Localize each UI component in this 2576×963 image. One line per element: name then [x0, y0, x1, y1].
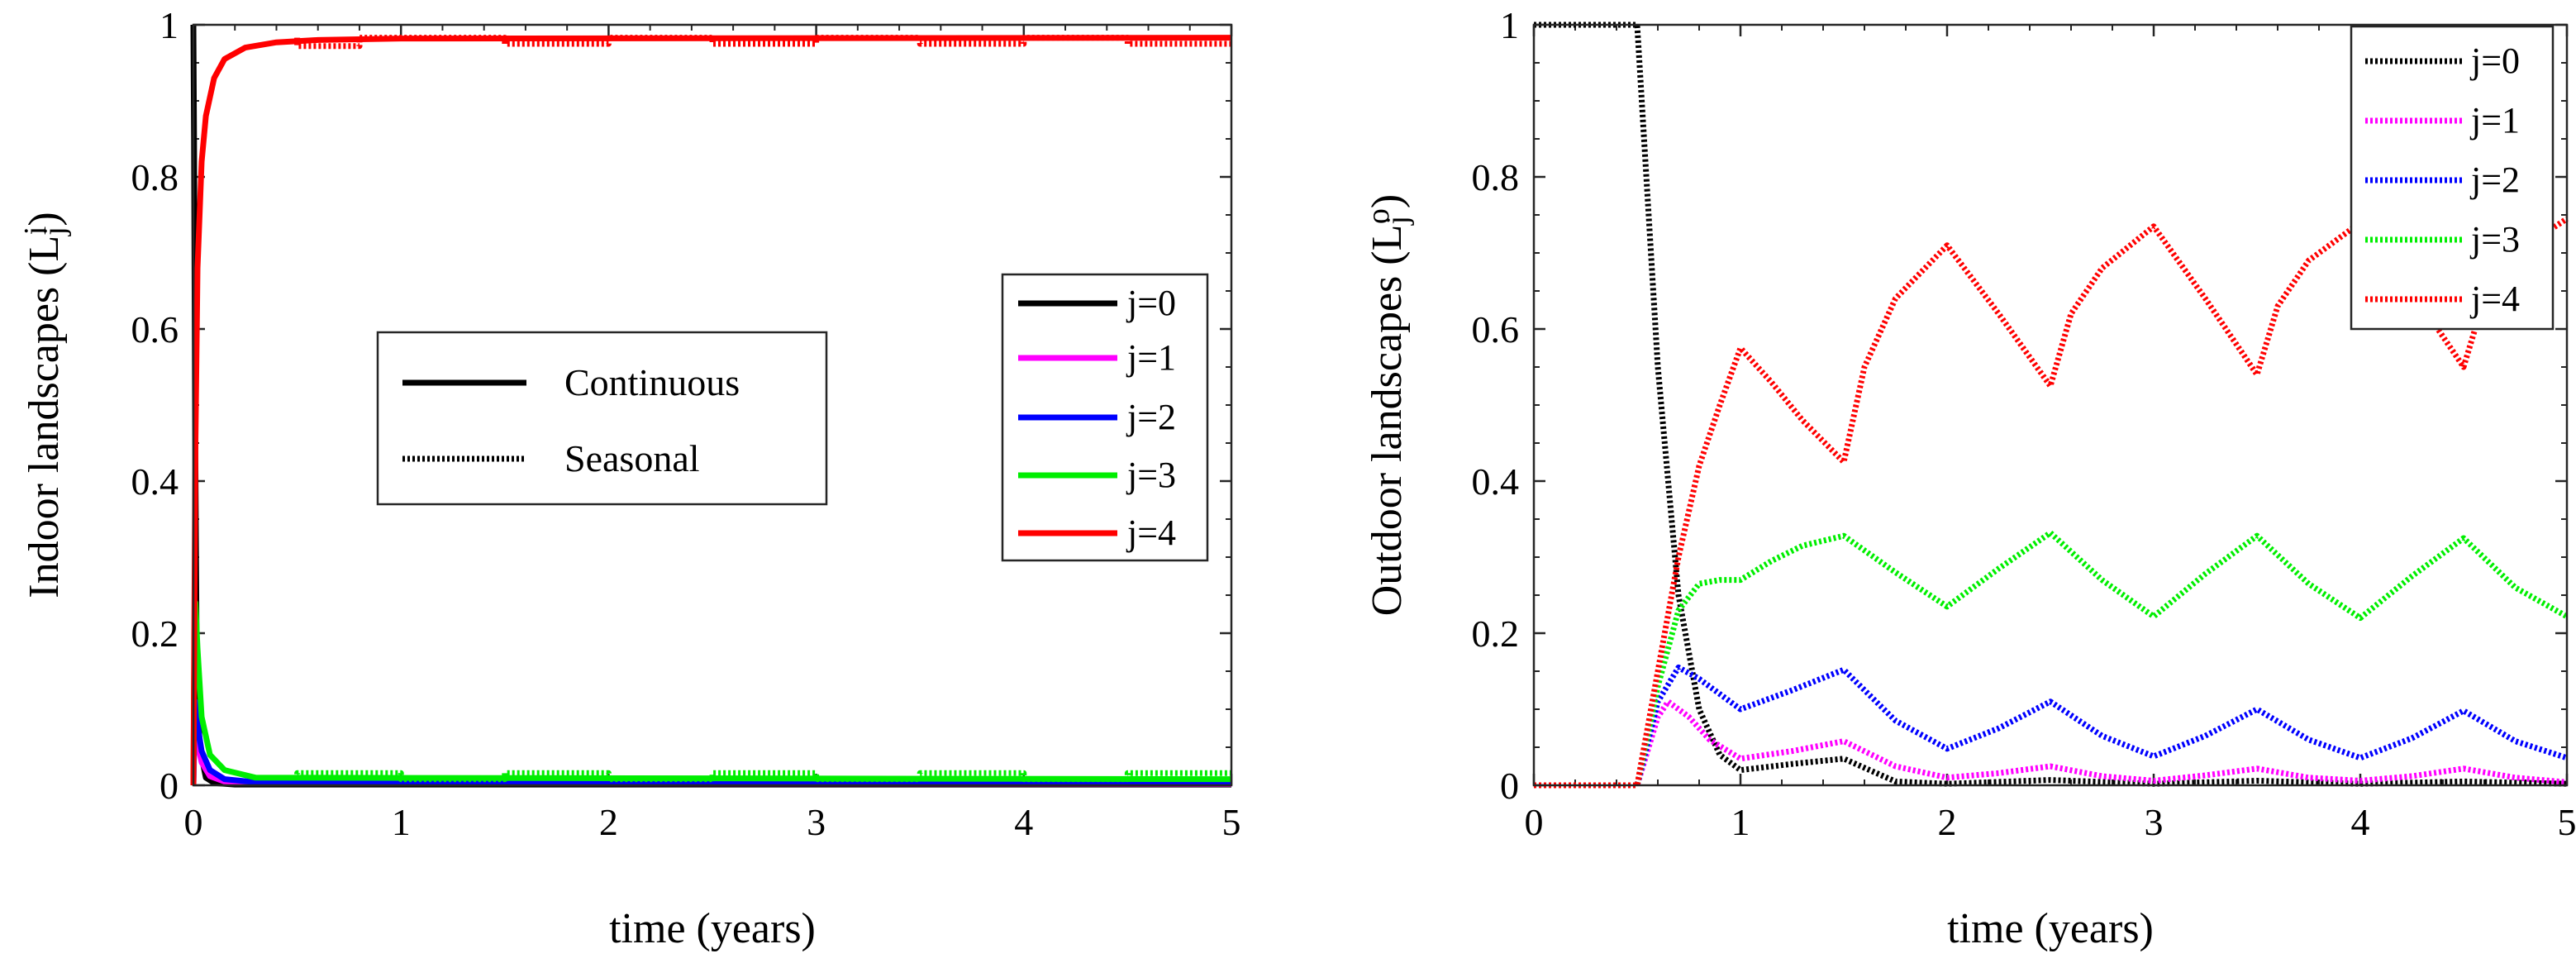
x-tick-label: 1	[1731, 801, 1750, 843]
x-tick-label: 2	[1938, 801, 1957, 843]
legend-line-style: Continuous Seasonal	[376, 331, 828, 506]
series-line-j3-dotted	[294, 770, 1231, 783]
series-line-j4-dotted	[294, 35, 1231, 50]
series-line-j2-dotted	[1534, 664, 2569, 789]
legend-label-j0: j=0	[2469, 41, 2520, 81]
y-axis-label-text: Outdoor landscapes (L	[1364, 225, 1411, 617]
legend-label-seasonal: Seasonal	[564, 437, 700, 479]
x-tick-label: 4	[1014, 801, 1033, 843]
series-line-j4-solid	[190, 35, 1232, 786]
x-tick-label: 3	[2145, 801, 2164, 843]
y-tick-label: 0	[160, 765, 179, 807]
y-axis-label-subscript: j	[37, 226, 72, 237]
y-tick-label: 0.8	[1472, 156, 1520, 198]
x-tick-label: 5	[1222, 801, 1241, 843]
legend-label-j1: j=1	[2469, 100, 2520, 141]
x-tick-label: 0	[1525, 801, 1544, 843]
y-tick-label: 0.8	[131, 156, 179, 198]
legend-label-j2: j=2	[1126, 397, 1176, 437]
plot-area	[1534, 21, 2569, 789]
legend-label-j3: j=3	[1126, 455, 1176, 495]
x-tick-label: 0	[184, 801, 203, 843]
indoor-landscapes-chart: 0 1 2 3 4 5 0 0.2 0.4 0.6 0.8 1 time (years) Indoor…	[18, 4, 1241, 952]
legend-label-j3: j=3	[2469, 219, 2520, 260]
axes-frame	[1532, 23, 2569, 787]
legend-label-j1: j=1	[1126, 337, 1176, 378]
y-tick-label: 1	[1500, 4, 1519, 46]
y-axis-label-superscript: i	[18, 226, 53, 236]
y-tick-label: 0.4	[1472, 460, 1520, 503]
x-tick-label: 2	[599, 801, 618, 843]
y-tick-label: 0.2	[1472, 613, 1520, 655]
legend-series: j=0 j=1 j=2 j=3 j=4	[1001, 273, 1209, 562]
x-tick-label: 5	[2558, 801, 2576, 843]
legend-label-continuous: Continuous	[564, 361, 740, 403]
x-tick-label: 3	[807, 801, 826, 843]
x-axis-label: time (years)	[609, 905, 816, 952]
y-axis-label: Outdoor landscapes (Ljo)	[1361, 194, 1416, 617]
y-tick-label: 0.4	[131, 460, 179, 503]
y-tick-label: 0.6	[131, 308, 179, 350]
legend-series: j=0 j=1 j=2 j=3 j=4	[2350, 25, 2555, 331]
legend-box	[376, 331, 828, 506]
x-tick-label: 4	[2351, 801, 2370, 843]
legend-label-j2: j=2	[2469, 160, 2520, 200]
legend-label-j0: j=0	[1126, 283, 1176, 323]
y-axis-label-superscript: o	[1361, 208, 1396, 224]
series-line-j0-dotted	[1534, 21, 2568, 787]
y-axis-label-text: Indoor landscapes (L	[21, 236, 68, 598]
tick-labels: 0 1 2 3 4 5 0 0.2 0.4 0.6 0.8 1	[1472, 4, 2576, 843]
legend-label-j4: j=4	[1126, 512, 1176, 553]
y-axis-label-subscript: j	[1380, 216, 1415, 226]
y-axis-label-close: )	[1364, 194, 1411, 208]
x-tick-label: 1	[392, 801, 411, 843]
outdoor-landscapes-chart: 0 1 2 3 4 5 0 0.2 0.4 0.6 0.8 1 time (years) Outdoo…	[1361, 4, 2576, 952]
y-tick-label: 1	[160, 4, 179, 46]
plot-area	[190, 24, 1232, 788]
series-line-j3-dotted	[1534, 530, 2569, 789]
y-tick-label: 0.2	[131, 613, 179, 655]
axes-frame	[192, 23, 1233, 787]
legend-label-j4: j=4	[2469, 279, 2520, 319]
tick-labels: 0 1 2 3 4 5 0 0.2 0.4 0.6 0.8 1	[131, 4, 1241, 843]
x-axis-label: time (years)	[1947, 905, 2154, 952]
y-tick-label: 0.6	[1472, 308, 1520, 350]
series-line-j1-dotted	[1534, 698, 2568, 789]
y-tick-label: 0	[1500, 765, 1519, 807]
y-axis-label-close: )	[21, 212, 68, 226]
y-axis-label: Indoor landscapes (Lji)	[18, 212, 73, 598]
